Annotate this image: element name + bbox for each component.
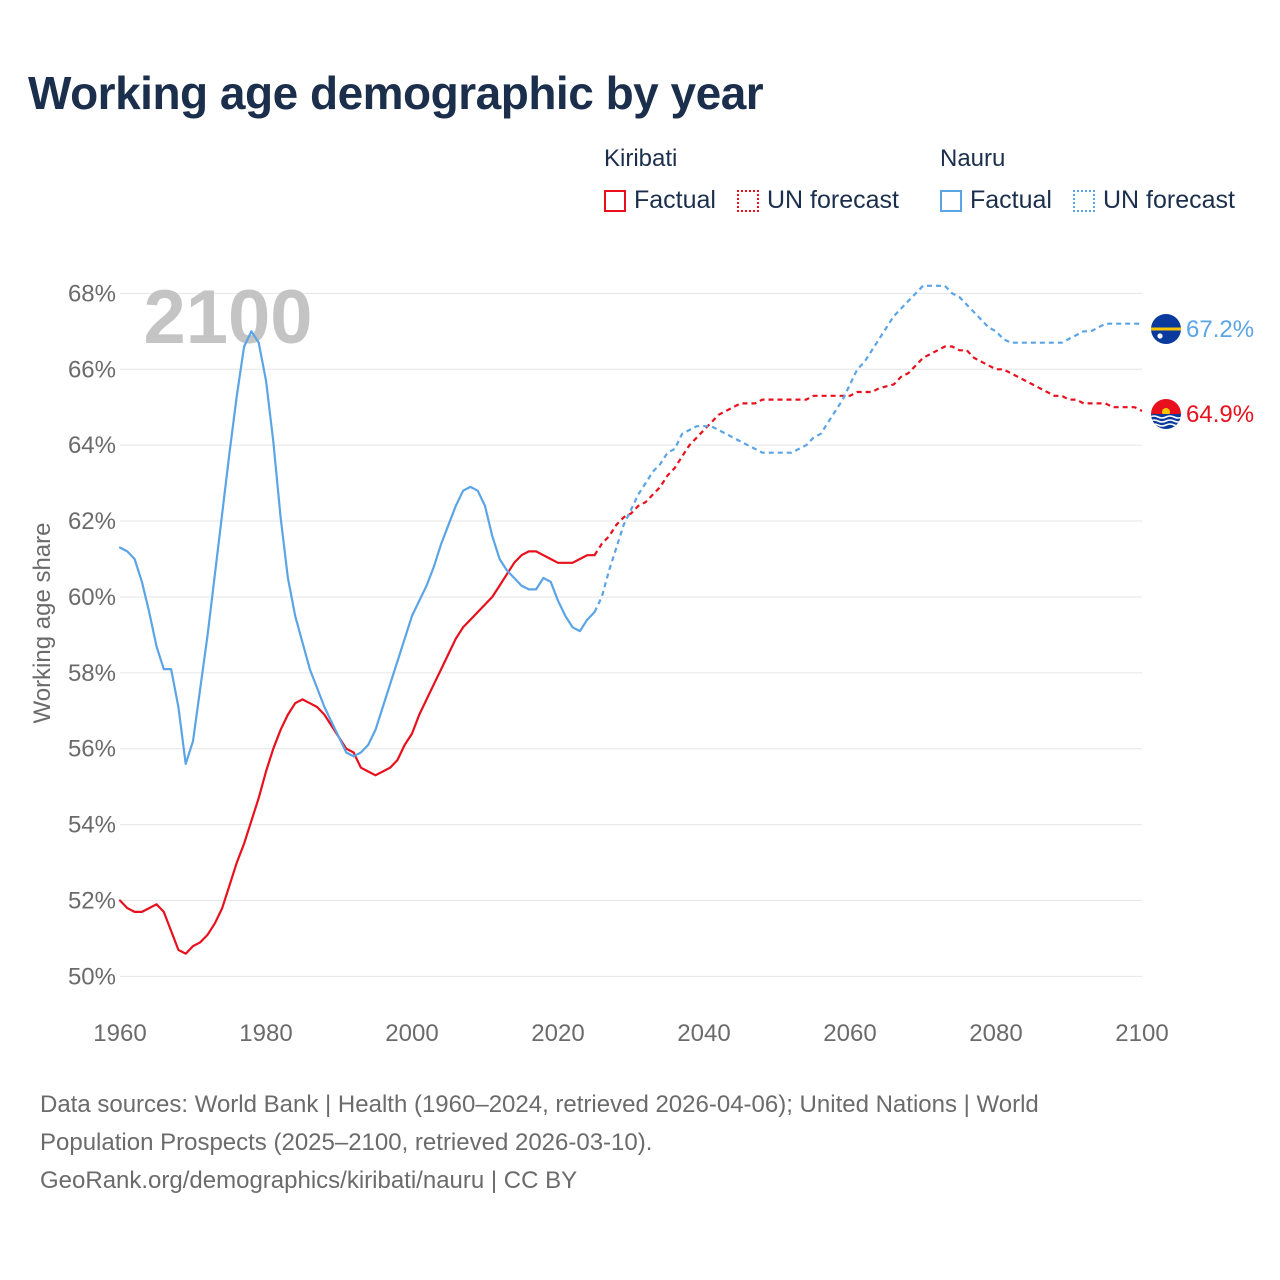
x-tick-label: 2060	[823, 1020, 876, 1047]
y-axis-label: Working age share	[29, 523, 56, 724]
legend-label-kiribati-forecast: UN forecast	[767, 186, 899, 214]
legend-group-nauru: Nauru	[940, 145, 1006, 172]
legend-swatch-nauru-forecast	[1073, 189, 1095, 212]
y-tick-label: 60%	[68, 584, 116, 611]
footer-sources: Data sources: World Bank | Health (1960–…	[40, 1086, 1240, 1200]
x-tick-label: 1960	[93, 1020, 146, 1047]
legend-label-nauru-factual: Factual	[970, 186, 1052, 214]
y-tick-label: 64%	[68, 432, 116, 459]
x-tick-label: 2080	[969, 1020, 1022, 1047]
footer-line-3: GeoRank.org/demographics/kiribati/nauru …	[40, 1167, 578, 1194]
year-watermark: 2100	[143, 275, 312, 360]
end-label-nauru: 67.2%	[1186, 316, 1254, 343]
legend-group-kiribati: Kiribati	[604, 145, 678, 172]
legend-label-nauru-forecast: UN forecast	[1103, 186, 1235, 214]
line-kiribati-forecast[interactable]	[593, 345, 1143, 556]
y-tick-label: 56%	[68, 736, 116, 763]
legend-label-kiribati-factual: Factual	[634, 186, 716, 214]
footer-line-2: Population Prospects (2025–2100, retriev…	[40, 1129, 653, 1156]
legend-kiribati-forecast[interactable]: UN forecast	[737, 186, 899, 215]
legend-swatch-kiribati-forecast	[737, 189, 759, 212]
x-tick-label: 1980	[239, 1020, 292, 1047]
legend-nauru-forecast[interactable]: UN forecast	[1073, 186, 1235, 215]
line-nauru-factual[interactable]	[118, 330, 596, 765]
x-tick-label: 2020	[531, 1020, 584, 1047]
x-tick-label: 2100	[1115, 1020, 1168, 1047]
y-tick-label: 58%	[68, 660, 116, 687]
x-tick-label: 2040	[677, 1020, 730, 1047]
y-tick-label: 68%	[68, 280, 116, 307]
y-axis-ticks: 50% 52% 54% 56% 58% 60% 62% 64% 66% 68%	[68, 280, 116, 990]
y-tick-label: 66%	[68, 356, 116, 383]
y-tick-label: 54%	[68, 812, 116, 839]
kiribati-flag-icon	[1151, 399, 1181, 429]
x-axis-ticks: 1960 1980 2000 2020 2040 2060 2080 2100	[93, 1020, 1168, 1047]
legend-swatch-nauru-factual	[940, 189, 962, 212]
y-tick-label: 52%	[68, 888, 116, 915]
y-tick-label: 50%	[68, 963, 116, 990]
gridlines	[120, 292, 1142, 977]
chart-title: Working age demographic by year	[28, 67, 764, 119]
end-markers: 67.2% 64.9%	[1151, 314, 1254, 429]
legend-nauru-factual[interactable]: Factual	[940, 186, 1052, 215]
line-nauru-forecast[interactable]	[593, 284, 1143, 613]
line-kiribati-factual[interactable]	[118, 550, 596, 955]
nauru-flag-icon	[1151, 314, 1181, 344]
legend-kiribati-factual[interactable]: Factual	[604, 186, 716, 215]
line-chart: 2100 50% 52% 54% 56% 58% 60% 62% 64% 66% 68% 1960…	[29, 275, 1254, 1047]
footer-line-1: Data sources: World Bank | Health (1960–…	[40, 1091, 1039, 1118]
series-lines	[118, 284, 1143, 955]
y-tick-label: 62%	[68, 508, 116, 535]
end-label-kiribati: 64.9%	[1186, 401, 1254, 428]
x-tick-label: 2000	[385, 1020, 438, 1047]
legend-swatch-kiribati-factual	[604, 189, 626, 212]
